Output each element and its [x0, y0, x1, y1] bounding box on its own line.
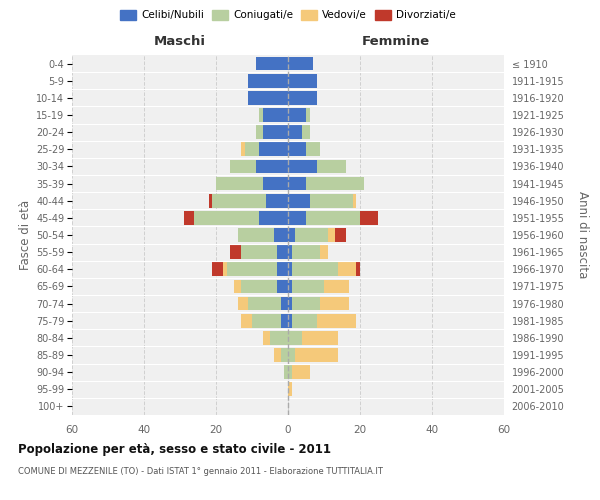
Y-axis label: Anni di nascita: Anni di nascita	[575, 192, 589, 278]
Text: Femmine: Femmine	[362, 35, 430, 48]
Bar	[288, 126, 302, 139]
Bar	[288, 366, 292, 379]
Bar	[270, 331, 288, 344]
Bar	[328, 228, 335, 242]
Bar	[263, 331, 270, 344]
Bar	[194, 211, 259, 224]
Bar	[245, 142, 259, 156]
Bar	[292, 280, 324, 293]
Bar	[230, 160, 256, 173]
Bar	[292, 262, 338, 276]
Bar	[288, 211, 306, 224]
Bar	[324, 280, 349, 293]
Y-axis label: Fasce di età: Fasce di età	[19, 200, 32, 270]
Bar	[256, 160, 288, 173]
Bar	[223, 262, 227, 276]
Bar	[284, 366, 288, 379]
Bar	[281, 314, 288, 328]
Bar	[256, 126, 263, 139]
Text: Popolazione per età, sesso e stato civile - 2011: Popolazione per età, sesso e stato civil…	[18, 442, 331, 456]
Bar	[317, 314, 356, 328]
Bar	[238, 296, 248, 310]
Bar	[306, 176, 364, 190]
Bar	[288, 382, 292, 396]
Bar	[310, 194, 353, 207]
Bar	[248, 296, 281, 310]
Bar	[288, 262, 292, 276]
Bar	[274, 228, 288, 242]
Bar	[259, 211, 288, 224]
Bar	[241, 246, 277, 259]
Bar	[292, 296, 320, 310]
Bar	[292, 366, 310, 379]
Bar	[338, 262, 356, 276]
Bar	[288, 142, 306, 156]
Bar	[288, 56, 313, 70]
Bar	[216, 176, 263, 190]
Legend: Celibi/Nubili, Coniugati/e, Vedovi/e, Divorziati/e: Celibi/Nubili, Coniugati/e, Vedovi/e, Di…	[116, 6, 460, 25]
Bar	[292, 246, 320, 259]
Bar	[302, 331, 338, 344]
Bar	[277, 246, 288, 259]
Bar	[288, 160, 317, 173]
Bar	[212, 262, 223, 276]
Bar	[302, 126, 310, 139]
Bar	[266, 194, 288, 207]
Bar	[288, 280, 292, 293]
Bar	[238, 228, 274, 242]
Bar	[209, 194, 212, 207]
Bar	[295, 228, 328, 242]
Bar	[288, 194, 310, 207]
Bar	[281, 348, 288, 362]
Bar	[241, 280, 277, 293]
Bar	[288, 91, 317, 104]
Bar	[234, 280, 241, 293]
Bar	[263, 126, 288, 139]
Bar	[288, 296, 292, 310]
Bar	[295, 348, 338, 362]
Bar	[227, 262, 277, 276]
Bar	[288, 176, 306, 190]
Bar	[241, 314, 252, 328]
Bar	[281, 296, 288, 310]
Bar	[306, 108, 310, 122]
Bar	[248, 91, 288, 104]
Bar	[274, 348, 281, 362]
Bar	[277, 280, 288, 293]
Bar	[320, 296, 349, 310]
Bar	[288, 348, 295, 362]
Bar	[320, 246, 328, 259]
Bar	[256, 56, 288, 70]
Bar	[288, 228, 295, 242]
Bar	[241, 142, 245, 156]
Bar	[353, 194, 356, 207]
Bar	[252, 314, 281, 328]
Bar	[292, 314, 317, 328]
Bar	[360, 211, 378, 224]
Bar	[263, 108, 288, 122]
Bar	[184, 211, 194, 224]
Bar	[288, 314, 292, 328]
Bar	[356, 262, 360, 276]
Bar	[317, 160, 346, 173]
Bar	[230, 246, 241, 259]
Bar	[288, 74, 317, 88]
Bar	[306, 211, 360, 224]
Text: COMUNE DI MEZZENILE (TO) - Dati ISTAT 1° gennaio 2011 - Elaborazione TUTTITALIA.: COMUNE DI MEZZENILE (TO) - Dati ISTAT 1°…	[18, 468, 383, 476]
Text: Maschi: Maschi	[154, 35, 206, 48]
Bar	[259, 142, 288, 156]
Bar	[248, 74, 288, 88]
Bar	[277, 262, 288, 276]
Bar	[259, 108, 263, 122]
Bar	[288, 246, 292, 259]
Bar	[212, 194, 266, 207]
Bar	[288, 331, 302, 344]
Bar	[306, 142, 320, 156]
Bar	[263, 176, 288, 190]
Bar	[335, 228, 346, 242]
Bar	[288, 108, 306, 122]
